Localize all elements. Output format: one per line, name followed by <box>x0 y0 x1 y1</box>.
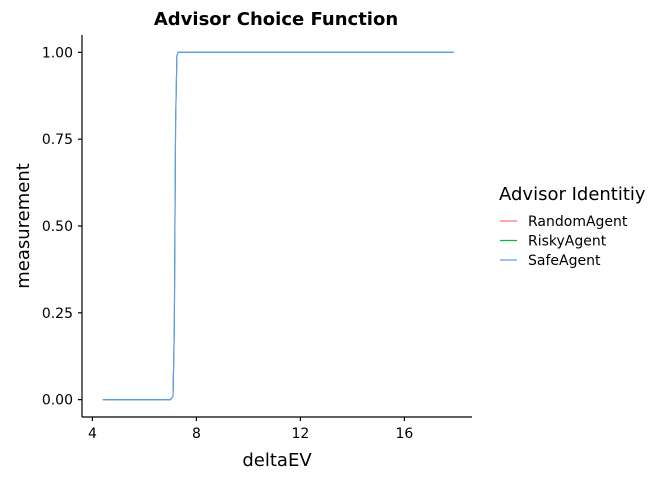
y-tick-label: 0.00 <box>42 393 73 409</box>
y-axis-ticks: 0.00 0.25 0.50 0.75 1.00 <box>42 45 82 409</box>
y-tick-label: 0.50 <box>42 219 73 235</box>
x-tick-label: 4 <box>88 426 97 442</box>
x-tick-label: 12 <box>291 426 309 442</box>
x-axis-ticks: 4 8 12 16 <box>88 417 413 442</box>
legend: Advisor Identitiy RandomAgent RiskyAgent S… <box>499 184 646 269</box>
y-tick-label: 0.75 <box>42 132 73 148</box>
x-tick-label: 8 <box>192 426 201 442</box>
series-line-riskyagent <box>102 51 454 401</box>
x-tick-label: 16 <box>395 426 413 442</box>
chart-title: Advisor Choice Function <box>154 9 398 30</box>
series-line-safeagent <box>102 51 454 401</box>
plot-area <box>102 51 454 401</box>
series-line-randomagent <box>102 51 454 401</box>
legend-label-safeagent: SafeAgent <box>528 253 601 269</box>
legend-label-randomagent: RandomAgent <box>528 214 628 230</box>
y-tick-label: 0.25 <box>42 306 73 322</box>
y-axis-title: measurement <box>13 163 34 289</box>
legend-label-riskyagent: RiskyAgent <box>528 234 607 250</box>
x-axis-title: deltaEV <box>242 450 312 471</box>
legend-title: Advisor Identitiy <box>499 184 646 205</box>
y-tick-label: 1.00 <box>42 45 73 61</box>
